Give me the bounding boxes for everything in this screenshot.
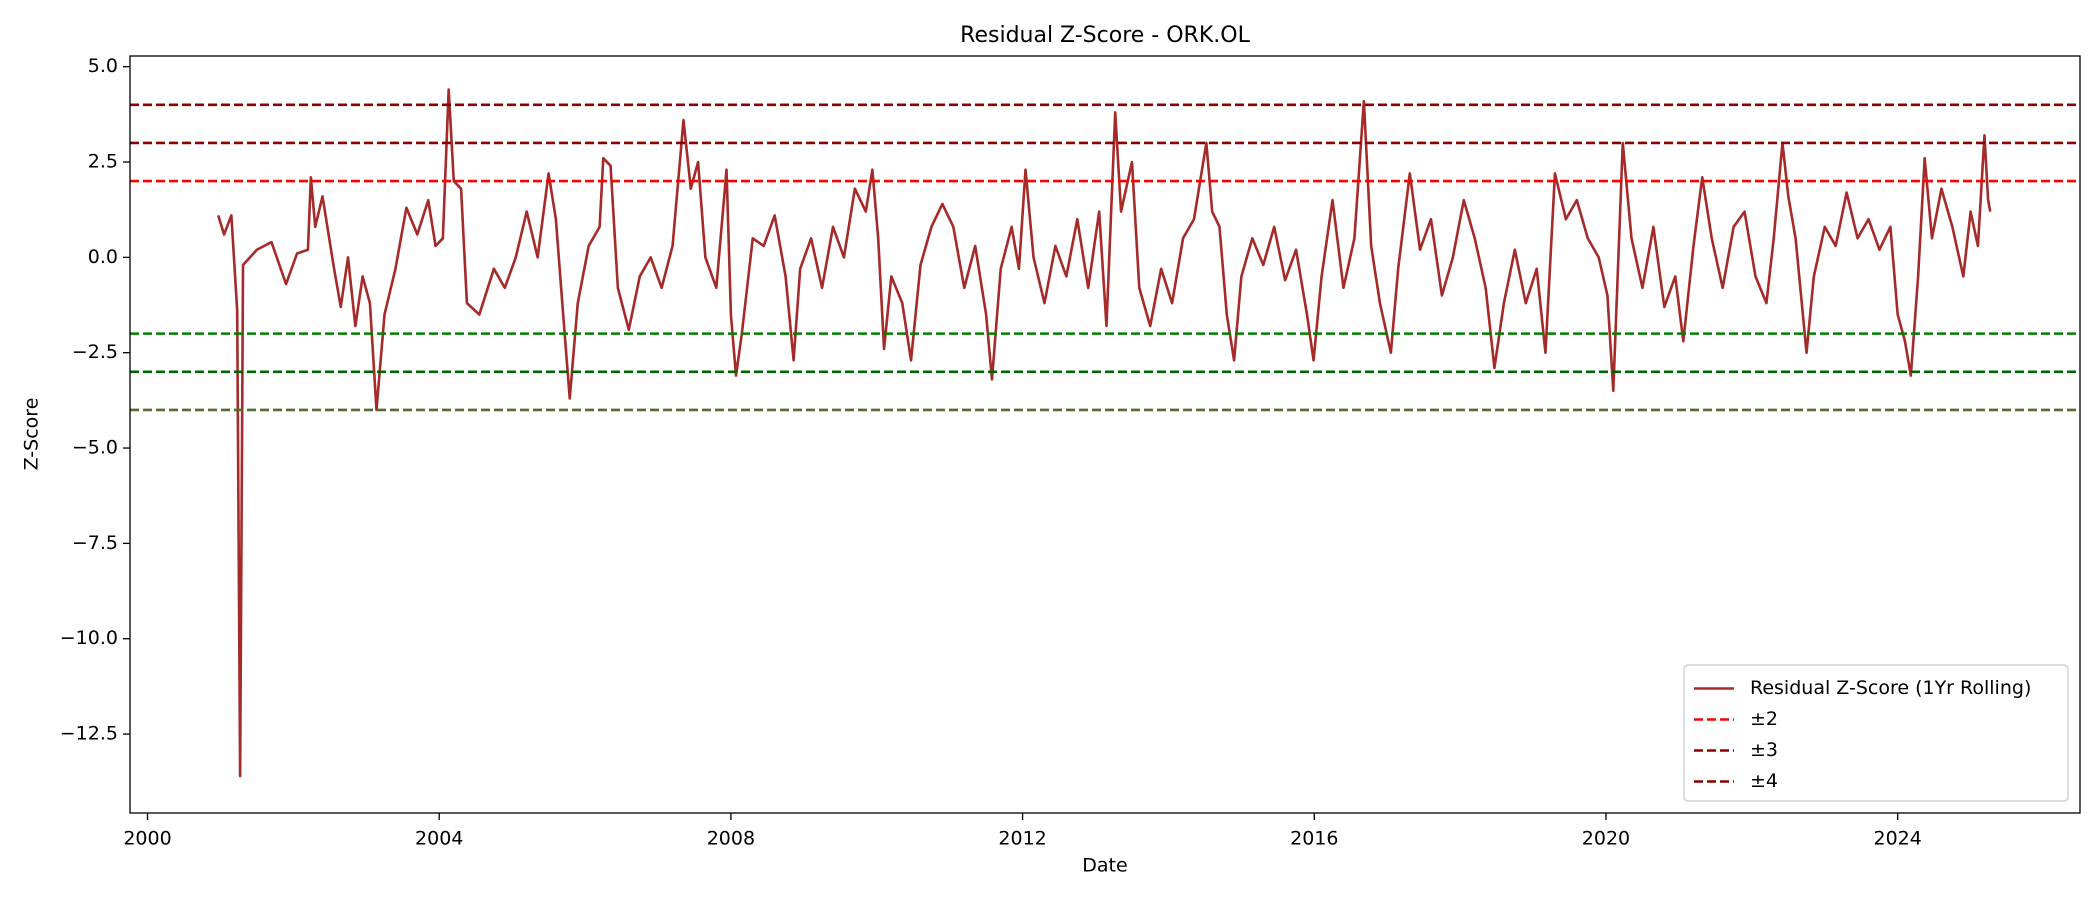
legend-label: ±2 xyxy=(1750,708,1778,730)
y-tick-label: −10.0 xyxy=(60,627,118,649)
legend-box xyxy=(1683,664,2069,802)
x-tick-label: 2000 xyxy=(123,828,171,850)
y-tick-label: −7.5 xyxy=(72,532,118,554)
x-tick-label: 2024 xyxy=(1874,828,1922,850)
legend-label: ±4 xyxy=(1750,770,1778,792)
y-tick-label: 5.0 xyxy=(88,55,118,77)
x-axis-label: Date xyxy=(1082,855,1127,877)
chart-title: Residual Z-Score - ORK.OL xyxy=(960,23,1250,48)
x-tick-label: 2008 xyxy=(707,828,755,850)
x-tick-label: 2020 xyxy=(1582,828,1630,850)
y-axis-label: Z-Score xyxy=(21,398,43,471)
y-tick-label: −2.5 xyxy=(72,341,118,363)
x-tick-label: 2012 xyxy=(998,828,1046,850)
y-tick-label: 2.5 xyxy=(88,151,118,173)
y-tick-label: −12.5 xyxy=(60,723,118,745)
x-tick-label: 2004 xyxy=(415,828,463,850)
y-tick-label: −5.0 xyxy=(72,437,118,459)
y-tick-label: 0.0 xyxy=(88,246,118,268)
plot-frame xyxy=(129,55,2081,814)
legend-label: ±3 xyxy=(1750,739,1778,761)
x-tick-label: 2016 xyxy=(1290,828,1338,850)
legend-label: Residual Z-Score (1Yr Rolling) xyxy=(1750,677,2031,699)
data-line xyxy=(216,88,1992,778)
